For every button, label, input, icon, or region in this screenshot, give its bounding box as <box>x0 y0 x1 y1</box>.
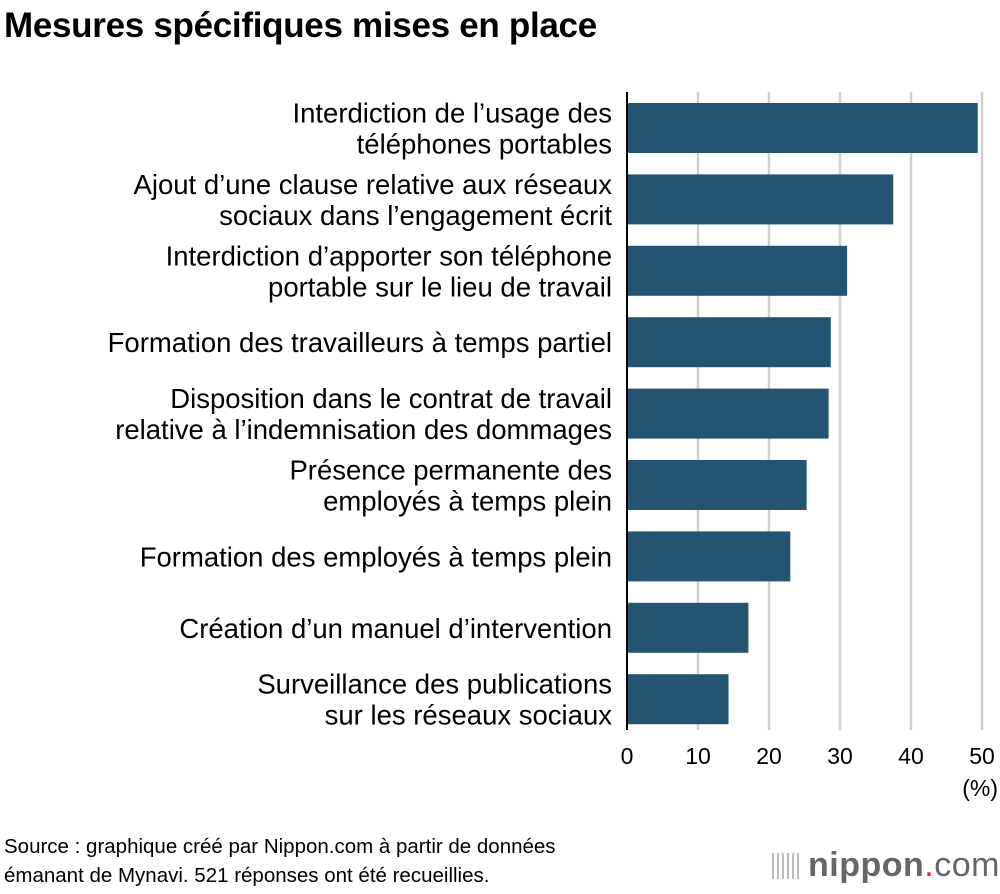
bar <box>627 388 829 439</box>
bar <box>627 460 807 510</box>
category-label: portable sur le lieu de travail <box>268 271 612 302</box>
category-label: Disposition dans le contrat de travail <box>170 383 612 414</box>
source-note: Source : graphique créé par Nippon.com à… <box>4 832 556 890</box>
x-tick-label: 10 <box>685 743 711 769</box>
bar <box>627 602 749 653</box>
category-label: Création d’un manuel d’intervention <box>179 613 612 644</box>
bar <box>627 174 894 225</box>
nippon-logo: nippon.com <box>772 846 1000 885</box>
bar-chart: 0 10 20 30 40 50 (%) Interdiction de l’usage de… <box>108 92 998 801</box>
x-tick-label: 40 <box>898 743 924 769</box>
chart-title: Mesures spécifiques mises en place <box>4 6 597 45</box>
x-tick-label: 0 <box>621 743 634 769</box>
category-label: relative à l’indemnisation des dommages <box>115 414 612 445</box>
category-label: Interdiction de l’usage des <box>292 98 612 129</box>
category-label: Surveillance des publications <box>257 669 612 700</box>
bar <box>627 317 831 368</box>
category-label: sociaux dans l’engagement écrit <box>219 200 612 231</box>
category-label: Formation des employés à temps plein <box>140 541 612 572</box>
source-line-2: émanant de Mynavi. 521 réponses ont été … <box>4 864 490 887</box>
category-label: Ajout d’une clause relative aux réseaux <box>134 169 613 200</box>
bar <box>627 531 791 582</box>
category-label: sur les réseaux sociaux <box>325 700 613 731</box>
category-label: Interdiction d’apporter son téléphone <box>166 240 612 271</box>
bar <box>627 103 978 153</box>
x-unit-label: (%) <box>962 775 998 801</box>
x-tick-label: 30 <box>827 743 853 769</box>
source-line-1: Source : graphique créé par Nippon.com à… <box>4 835 556 858</box>
category-label: Présence permanente des <box>289 455 612 486</box>
x-tick-label: 20 <box>756 743 782 769</box>
x-tick-label: 50 <box>969 743 995 769</box>
bar <box>627 245 848 296</box>
logo-bars-icon <box>772 853 802 879</box>
category-label: téléphones portables <box>357 129 612 160</box>
category-label: Formation des travailleurs à temps parti… <box>108 327 612 358</box>
category-label: employés à temps plein <box>323 486 612 517</box>
bar <box>627 674 729 725</box>
